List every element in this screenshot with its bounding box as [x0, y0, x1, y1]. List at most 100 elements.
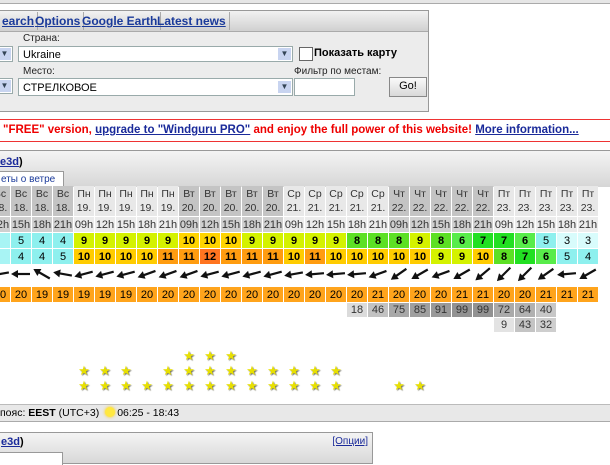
tab-google-earth[interactable]: Google Earth	[79, 12, 162, 30]
date: 18.	[34, 202, 50, 214]
date: 18.	[13, 202, 29, 214]
cloud-cover-cell	[95, 318, 115, 332]
rating-cell	[11, 333, 31, 401]
date: 23.	[559, 202, 575, 214]
day-name: Ср	[287, 188, 301, 200]
temperature-cell: 20	[263, 287, 283, 302]
model-link[interactable]: e3d	[0, 156, 19, 168]
rating-cell: ★ ★ ★	[200, 333, 220, 401]
wind-direction-cell	[95, 265, 115, 286]
wind-gust-cell: 8	[494, 249, 514, 264]
model-link-2[interactable]: e3d	[1, 436, 20, 448]
forecast-title-2: e3d)	[1, 436, 24, 448]
star-icon: ★	[120, 378, 132, 393]
region2-select[interactable]: ▼	[0, 78, 13, 94]
hour-cell: 21h	[368, 217, 388, 232]
temperature-cell: 20	[200, 287, 220, 302]
forecast-panel: e3d) еты о ветре	[0, 150, 610, 421]
wind-direction-cell	[284, 265, 304, 286]
cloud-cover-cell	[0, 303, 10, 317]
show-map-checkbox[interactable]	[299, 47, 313, 61]
wind-direction-cell	[53, 265, 73, 286]
star-icon: ★	[288, 363, 300, 378]
rating-cell: ★ ★	[263, 333, 283, 401]
wind-gust-cell: 10	[326, 249, 346, 264]
wind-gust-cell: 5	[53, 249, 73, 264]
hour-cell: 12h	[95, 217, 115, 232]
hour-cell: 18h	[242, 217, 262, 232]
day-cell: Вт 20.	[200, 186, 220, 216]
cloud-cover-cell	[389, 318, 409, 332]
day-cell: Пн 19.	[74, 186, 94, 216]
filter-input[interactable]	[294, 78, 355, 96]
hour-cell: 12h	[0, 217, 10, 232]
wind-gust-cell: 4	[578, 249, 598, 264]
tab-search[interactable]: earch	[0, 12, 39, 30]
day-name: Чт	[477, 188, 489, 200]
star-icon: ★	[246, 378, 258, 393]
temperature-cell: 20	[431, 287, 451, 302]
wind-speed-cell	[0, 233, 10, 248]
rating-row: ★ ★ ★ ★ ★ ★ ★ ★ ★ ★ ★ ★ ★ ★ ★ ★ ★ ★ ★ ★ ★ ★ ★ ★ ★ ★ ★ ★ ★ ★	[0, 333, 598, 401]
temperature-cell: 20	[137, 287, 157, 302]
panel2-tab[interactable]	[0, 452, 63, 465]
tab-wind-forecast[interactable]: еты о ветре	[0, 171, 64, 187]
date: 20.	[223, 202, 239, 214]
cloud-cover-cell	[305, 318, 325, 332]
day-name: Пт	[497, 188, 511, 200]
country-select[interactable]: Ukraine ▼	[18, 46, 293, 62]
country-value: Ukraine	[23, 49, 61, 61]
day-row: Вс 18. Вс 18. Вс 18. Вс 18. Пн 19. Пн 19. Пн 19. Пн 19.…	[0, 186, 598, 216]
hour-cell: 15h	[536, 217, 556, 232]
wind-direction-cell	[221, 265, 241, 286]
day-cell: Пн 19.	[95, 186, 115, 216]
day-name: Вс	[35, 188, 49, 200]
day-name: Ср	[308, 188, 322, 200]
rating-cell	[515, 333, 535, 401]
cloud-cover-cell	[347, 318, 367, 332]
star-icon: ★	[204, 378, 216, 393]
wind-gust-cell: 11	[305, 249, 325, 264]
wind-speed-cell: 9	[116, 233, 136, 248]
hour-cell: 15h	[221, 217, 241, 232]
tab-options[interactable]: Options	[32, 12, 85, 30]
forecast-title: e3d)	[0, 156, 23, 168]
date: 19.	[160, 202, 176, 214]
rating-cell	[473, 333, 493, 401]
region-select[interactable]: ▼	[0, 46, 13, 62]
wind-arrow-icon	[411, 268, 429, 279]
wind-direction-cell	[74, 265, 94, 286]
wind-direction-cell	[578, 265, 598, 286]
wind-direction-cell	[326, 265, 346, 286]
place-select[interactable]: СТРЕЛКОВОЕ ▼	[18, 78, 293, 96]
date: 20.	[181, 202, 197, 214]
day-cell: Пн 19.	[116, 186, 136, 216]
hour-cell: 09h	[494, 217, 514, 232]
day-name: Пт	[581, 188, 595, 200]
hour-cell: 09h	[284, 217, 304, 232]
rating-cell	[347, 333, 367, 401]
wind-speed-cell: 8	[368, 233, 388, 248]
timezone: EEST	[28, 407, 56, 419]
options-link[interactable]: [Опции]	[332, 436, 368, 447]
cloud-cover-cell	[11, 318, 31, 332]
cloud-cover-cell	[11, 303, 31, 317]
wind-arrow-icon	[53, 269, 73, 278]
wind-direction-cell	[536, 265, 556, 286]
upgrade-link[interactable]: upgrade to "Windguru PRO"	[95, 124, 251, 136]
more-information-link[interactable]: More information...	[475, 124, 579, 136]
timezone-label: пояс:	[0, 407, 29, 419]
rating-cell: ★ ★	[305, 333, 325, 401]
date: 20.	[244, 202, 260, 214]
rating-cell: ★	[137, 333, 157, 401]
forecast-panel-2: e3d) [Опции]	[0, 432, 373, 465]
cloud-cover-cell	[326, 303, 346, 317]
go-button[interactable]: Go!	[389, 77, 427, 97]
wind-speed-cell: 9	[242, 233, 262, 248]
day-cell: Ср 21.	[368, 186, 388, 216]
day-cell: Пт 23.	[557, 186, 577, 216]
tab-latest-news[interactable]: Latest news	[154, 12, 230, 30]
cloud-cover-cell	[200, 318, 220, 332]
wind-gust-cell: 6	[536, 249, 556, 264]
hour-cell: 21h	[473, 217, 493, 232]
